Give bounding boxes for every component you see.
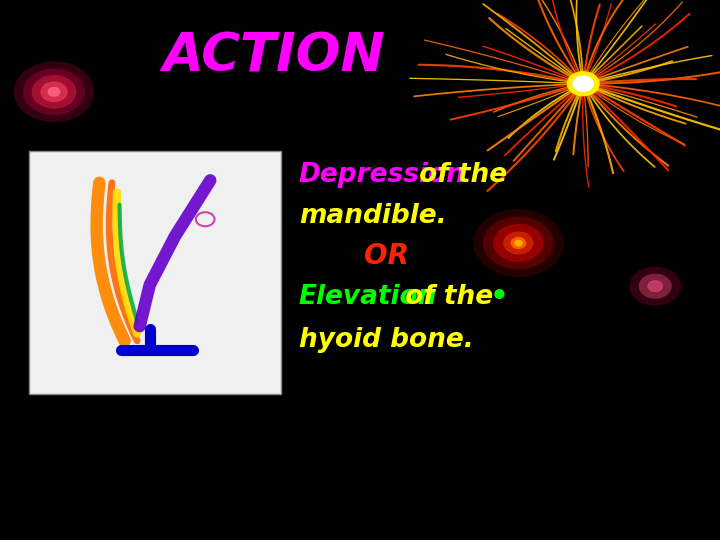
Circle shape [573,76,593,91]
Circle shape [474,210,563,276]
Circle shape [48,87,60,96]
Circle shape [639,274,671,298]
Text: ACTION: ACTION [162,31,385,83]
Circle shape [504,232,533,254]
Circle shape [41,82,67,102]
Text: Elevation: Elevation [299,284,437,310]
Text: OR: OR [364,242,409,271]
Circle shape [494,225,543,261]
Text: mandible.: mandible. [299,203,446,229]
Circle shape [14,62,94,122]
Circle shape [24,69,84,114]
Circle shape [511,238,526,248]
Text: Depression: Depression [299,163,466,188]
Circle shape [630,267,680,305]
Text: of the: of the [396,284,493,310]
Circle shape [648,281,662,292]
Circle shape [32,76,76,108]
Text: hyoid bone.: hyoid bone. [299,327,474,353]
Circle shape [567,72,599,96]
FancyBboxPatch shape [29,151,281,394]
Text: of the: of the [410,163,508,188]
Text: •: • [490,283,508,311]
Circle shape [484,217,553,269]
Circle shape [515,240,522,246]
